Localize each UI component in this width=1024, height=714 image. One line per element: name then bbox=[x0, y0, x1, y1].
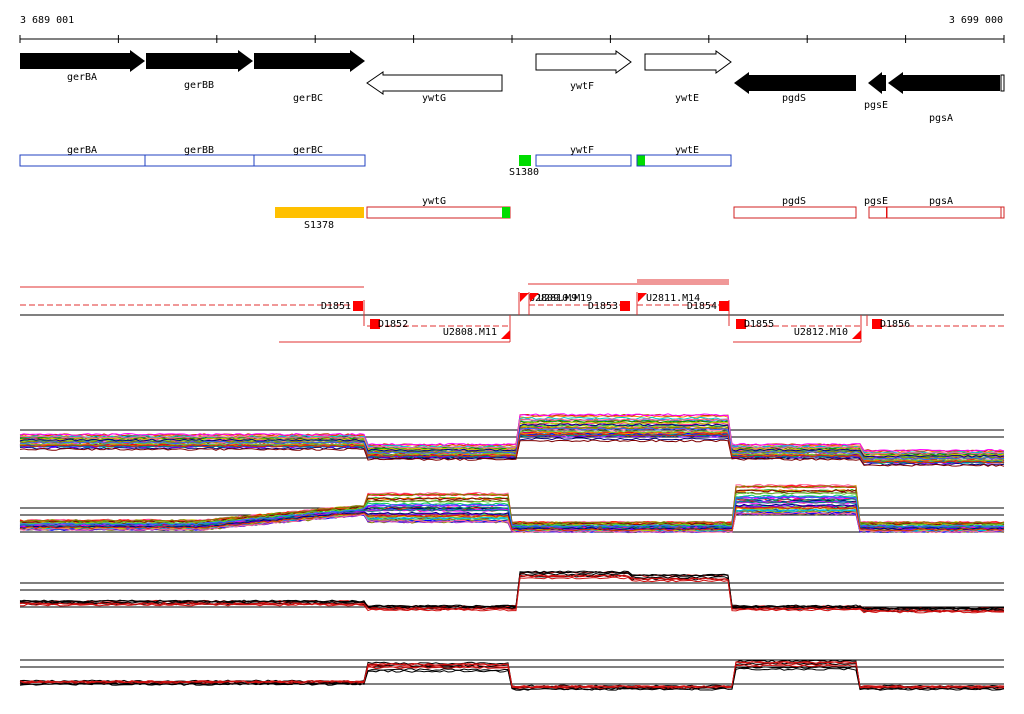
gene-label-ywtE: ywtE bbox=[675, 93, 699, 104]
plus-box-ywtE[interactable] bbox=[636, 154, 732, 167]
panel-1-series-line bbox=[19, 423, 1005, 458]
gene-label-ywtG: ywtG bbox=[422, 93, 446, 104]
minus-box-ywtG[interactable] bbox=[366, 206, 511, 219]
panel-2-series-line bbox=[19, 501, 1005, 530]
panel-3-series-line bbox=[19, 574, 1005, 613]
feature-label-U2809: U2809.M9 bbox=[529, 293, 577, 304]
plus-box-gerBB[interactable] bbox=[144, 154, 255, 167]
panel-1-series-line bbox=[19, 413, 1005, 452]
feature-label-D1852: D1852 bbox=[378, 319, 408, 330]
panel-1-series-line bbox=[19, 430, 1005, 462]
feature-label-D1856: D1856 bbox=[880, 319, 910, 330]
panel-3-series-line bbox=[19, 570, 1005, 610]
plus-box-ywtF[interactable] bbox=[535, 154, 632, 167]
panel-2-series-line bbox=[19, 495, 1005, 528]
plus-box-label-ywtF: ywtF bbox=[570, 145, 594, 156]
feature-marker-D1855[interactable] bbox=[736, 319, 746, 329]
panel-1-series-line bbox=[19, 433, 1004, 464]
feature-marker-U2811[interactable] bbox=[638, 293, 647, 302]
feature-marker-U2812[interactable] bbox=[852, 330, 861, 339]
feature-label-D1853: D1853 bbox=[588, 301, 618, 312]
gene-arrow-ywtF[interactable] bbox=[535, 50, 632, 74]
panel-2-series-line bbox=[19, 506, 1005, 532]
panel-4-series-line bbox=[19, 666, 1005, 691]
gene-label-gerBB: gerBB bbox=[184, 80, 214, 91]
plus-box-label-ywtE: ywtE bbox=[675, 145, 699, 156]
feature-marker-U2810[interactable] bbox=[530, 293, 539, 302]
plus-box-label-gerBC: gerBC bbox=[293, 145, 323, 156]
gene-label-pgsE: pgsE bbox=[864, 100, 888, 111]
expression-panel-4 bbox=[19, 659, 1005, 691]
feature-marker-D1851[interactable] bbox=[353, 301, 363, 311]
gene-arrow-pgsE[interactable] bbox=[868, 72, 886, 94]
feature-track: D1851 U2809.M9 U2810.M19 D1853 U2811.M14… bbox=[20, 279, 1004, 343]
feature-marker-D1853[interactable] bbox=[620, 301, 630, 311]
feature-label-U2812: U2812.M10 bbox=[794, 327, 848, 338]
gene-arrow-pgsA[interactable] bbox=[888, 72, 1000, 94]
coordinate-ruler: 3 689 001 3 699 000 bbox=[19, 15, 1005, 43]
marker-S1378[interactable] bbox=[275, 207, 364, 218]
ruler-end-label: 3 699 000 bbox=[949, 15, 1003, 26]
gene-arrow-gerBC[interactable] bbox=[254, 50, 365, 72]
gene-label-ywtF: ywtF bbox=[570, 81, 594, 92]
panel-3-series-line bbox=[19, 570, 1004, 610]
feature-marker-U2809[interactable] bbox=[520, 293, 529, 302]
expression-panel-1 bbox=[19, 413, 1005, 467]
feature-marker-D1852[interactable] bbox=[370, 319, 380, 329]
gene-arrow-gerBA[interactable] bbox=[20, 50, 145, 72]
panel-4-series-line bbox=[19, 661, 1004, 689]
feature-label-U2808: U2808.M11 bbox=[443, 327, 497, 338]
minus-box-pgsA[interactable] bbox=[886, 206, 1002, 219]
feature-label-D1855: D1855 bbox=[744, 319, 774, 330]
minus-strand-track: S1378 ywtG pgdS pgsE pgsA bbox=[275, 196, 1005, 231]
minus-box-label-pgsE: pgsE bbox=[864, 196, 888, 207]
panel-2-series-line bbox=[19, 511, 1005, 533]
minus-box-pgsE[interactable] bbox=[868, 206, 888, 219]
ruler-start-label: 3 689 001 bbox=[20, 15, 74, 26]
plus-box-gerBA[interactable] bbox=[19, 154, 146, 167]
feature-label-U2810: U2810.M19 bbox=[538, 293, 592, 304]
gene-label-pgdS: pgdS bbox=[782, 93, 806, 104]
feature-label-D1851: D1851 bbox=[321, 301, 351, 312]
panel-1-series-line bbox=[19, 427, 1005, 461]
feature-label-D1854: D1854 bbox=[687, 301, 717, 312]
minus-box-label-pgdS: pgdS bbox=[782, 196, 806, 207]
plus-box-label-gerBA: gerBA bbox=[67, 145, 97, 156]
feature-marker-D1854[interactable] bbox=[719, 301, 729, 311]
plus-strand-track: gerBA gerBB gerBC S1380 ywtF ywtE bbox=[19, 145, 732, 178]
gene-arrow-pgdS[interactable] bbox=[734, 72, 856, 94]
feature-marker-U2808[interactable] bbox=[501, 330, 510, 339]
gene-track: gerBA gerBB gerBC ywtG ywtF ywtE pgdS pg… bbox=[20, 50, 1005, 124]
marker-label-S1380: S1380 bbox=[509, 167, 539, 178]
gene-label-gerBA: gerBA bbox=[67, 72, 97, 83]
ruler-ticks bbox=[19, 35, 1005, 43]
minus-box-label-ywtG: ywtG bbox=[422, 196, 446, 207]
expression-panel-3 bbox=[19, 570, 1005, 614]
gene-label-pgsA: pgsA bbox=[929, 113, 953, 124]
plus-box-label-gerBB: gerBB bbox=[184, 145, 214, 156]
feature-marker-D1856[interactable] bbox=[872, 319, 882, 329]
panel-1-series-line bbox=[19, 439, 1005, 467]
gene-arrow-gerBB[interactable] bbox=[146, 50, 253, 72]
marker-label-S1378: S1378 bbox=[304, 220, 334, 231]
marker-S1380[interactable] bbox=[519, 155, 531, 166]
plus-box-gerBC[interactable] bbox=[253, 154, 366, 167]
minus-box-pgdS[interactable] bbox=[733, 206, 857, 219]
expression-panel-2 bbox=[19, 483, 1005, 534]
gene-arrow-ywtG[interactable] bbox=[366, 71, 503, 95]
panel-3-series-line bbox=[19, 572, 1005, 612]
gene-arrow-ywtE[interactable] bbox=[644, 50, 732, 74]
minus-box-label-pgsA: pgsA bbox=[929, 196, 953, 207]
panel-1-series-line bbox=[19, 418, 1005, 455]
feature-label-U2811: U2811.M14 bbox=[646, 293, 700, 304]
gene-label-gerBC: gerBC bbox=[293, 93, 323, 104]
